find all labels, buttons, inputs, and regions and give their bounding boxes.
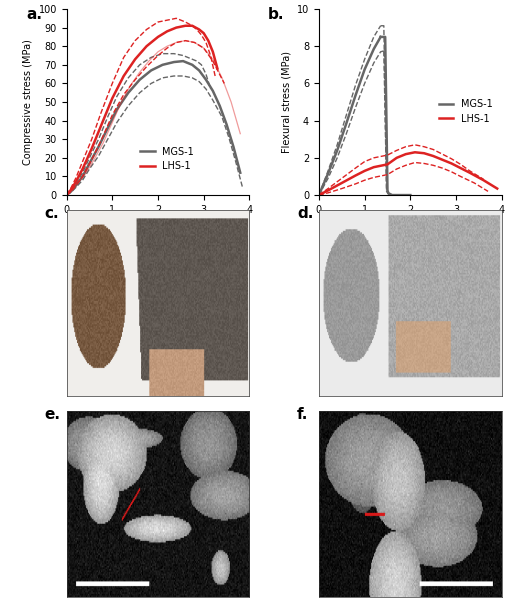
X-axis label: Strain (%): Strain (%) [132,220,184,230]
Text: b.: b. [268,7,284,22]
Text: f.: f. [297,407,308,422]
Text: e.: e. [45,407,60,422]
Text: a.: a. [26,7,42,22]
Text: c.: c. [45,206,59,221]
Y-axis label: Flexural stress (MPa): Flexural stress (MPa) [282,51,291,153]
Legend: MGS-1, LHS-1: MGS-1, LHS-1 [136,143,198,175]
Legend: MGS-1, LHS-1: MGS-1, LHS-1 [435,95,497,128]
Text: d.: d. [297,206,313,221]
X-axis label: Strain (%): Strain (%) [384,220,436,230]
Y-axis label: Compressive stress (MPa): Compressive stress (MPa) [23,39,33,165]
